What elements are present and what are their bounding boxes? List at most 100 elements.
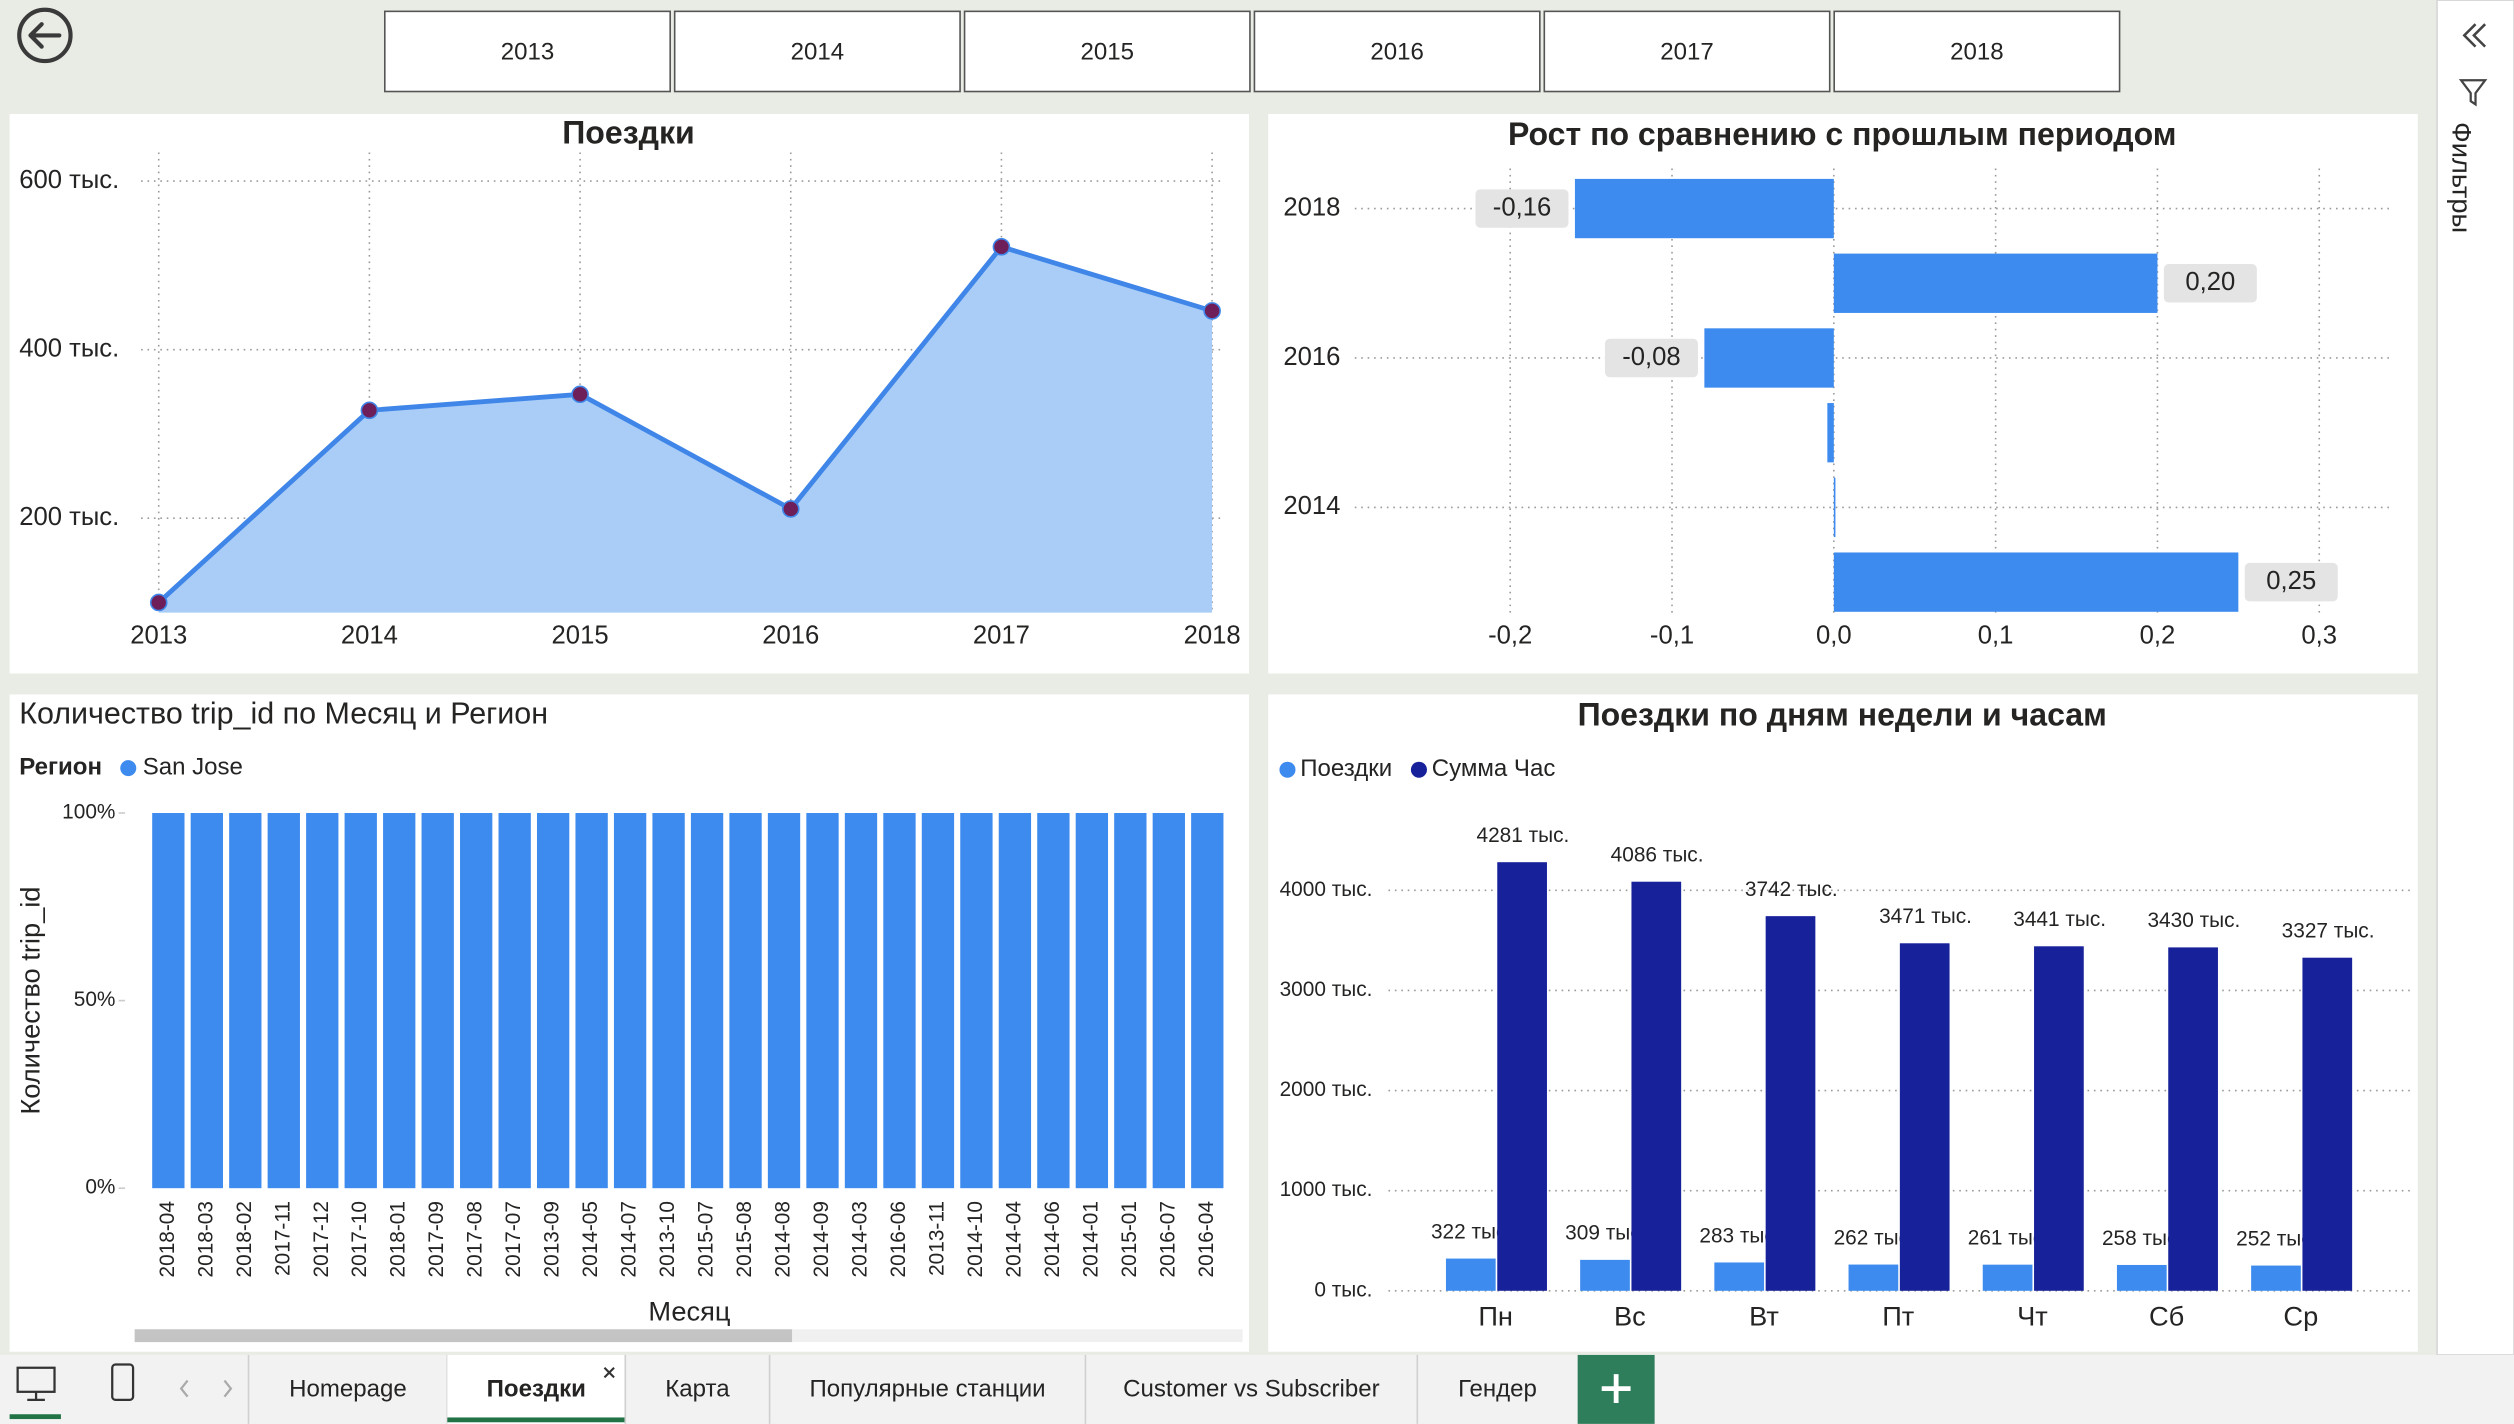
year-button-label[interactable]: 2017 <box>1660 38 1713 65</box>
year-button-label[interactable]: 2015 <box>1081 38 1134 65</box>
x-tick-label: 2015-01 <box>1118 1201 1141 1277</box>
tab-label[interactable]: Customer vs Subscriber <box>1123 1376 1379 1403</box>
scrollbar-thumb[interactable] <box>134 1329 793 1343</box>
label-box <box>1604 338 1698 378</box>
y-tick-label: 2014 <box>1283 492 1340 520</box>
year-button[interactable] <box>383 10 671 93</box>
y-tick-label: 4000 тыс. <box>1280 878 1373 901</box>
panel <box>1268 694 2418 1352</box>
x-tick-label: Пт <box>1882 1300 1915 1331</box>
bar <box>613 813 647 1189</box>
value-label: 261 тыс. <box>1968 1227 2049 1250</box>
legend-title: Регион <box>19 753 102 780</box>
x-tick-label: 2017-08 <box>464 1201 487 1277</box>
value-label: 283 тыс. <box>1699 1224 1780 1247</box>
year-button[interactable] <box>963 10 1251 93</box>
value-label: 262 тыс. <box>1834 1226 1915 1249</box>
collapse-icon[interactable] <box>2462 23 2487 48</box>
bar <box>1899 943 1950 1291</box>
legend-label: Сумма Час <box>1432 755 1556 782</box>
year-button-label[interactable]: 2013 <box>501 38 554 65</box>
tab-label[interactable]: Гендер <box>1458 1376 1537 1403</box>
y-tick-label: 3000 тыс. <box>1280 978 1373 1001</box>
bar <box>921 813 955 1189</box>
x-tick-label: 0,1 <box>1978 621 2014 649</box>
bar <box>652 813 685 1189</box>
year-button[interactable] <box>1543 10 1831 93</box>
bar <box>690 813 724 1189</box>
legend-label: Поездки <box>1300 755 1392 782</box>
y-tick-label: 50% <box>74 988 116 1011</box>
bar <box>1833 552 2239 612</box>
year-button-label[interactable]: 2014 <box>791 38 844 65</box>
close-tab-icon[interactable] <box>603 1367 615 1379</box>
year-button[interactable] <box>673 10 961 93</box>
add-tab-button[interactable] <box>1577 1354 1655 1424</box>
value-label: 3441 тыс. <box>2013 908 2106 931</box>
desktop-icon[interactable] <box>9 1366 61 1420</box>
x-tick-label: 2018-04 <box>156 1201 179 1277</box>
label-box <box>1475 189 1569 228</box>
x-tick-label: Сб <box>2149 1300 2184 1331</box>
mobile-icon[interactable] <box>111 1363 135 1401</box>
value-label: 0,25 <box>2266 567 2316 595</box>
tab-label[interactable]: Homepage <box>289 1376 407 1403</box>
bar <box>883 813 916 1189</box>
tab-label[interactable]: Популярные станции <box>809 1376 1045 1403</box>
bar <box>460 813 493 1189</box>
value-label: 3430 тыс. <box>2147 909 2240 932</box>
x-tick-label: 2014-07 <box>618 1201 641 1277</box>
back-button[interactable] <box>17 7 73 64</box>
year-button-label[interactable]: 2016 <box>1370 38 1423 65</box>
bar <box>1827 403 1834 463</box>
filter-icon <box>2458 79 2488 107</box>
x-tick-label: -0,1 <box>1650 621 1694 649</box>
year-button-label[interactable]: 2018 <box>1950 38 2003 65</box>
bar <box>1833 253 2158 313</box>
marker <box>992 238 1011 256</box>
x-tick-label: -0,2 <box>1488 621 1532 649</box>
next-arrow[interactable] <box>223 1379 233 1398</box>
bar <box>344 813 377 1189</box>
y-tick-label: 1000 тыс. <box>1280 1178 1373 1201</box>
bar <box>152 813 185 1189</box>
value-label: 4281 тыс. <box>1476 824 1569 847</box>
bar <box>536 813 570 1189</box>
y-tick-label: 400 тыс. <box>19 334 119 362</box>
y-tick-label: 2016 <box>1283 343 1340 371</box>
x-tick-label: 2015 <box>552 621 609 649</box>
marker <box>360 401 379 420</box>
tab-label[interactable]: Поездки <box>487 1376 586 1403</box>
x-tick-label: 2017-11 <box>271 1201 294 1276</box>
x-tick-label: 2016-06 <box>887 1201 910 1277</box>
x-tick-label: 0,3 <box>2301 621 2337 649</box>
x-tick-label: 2014-06 <box>1041 1201 1064 1277</box>
bar <box>190 813 223 1189</box>
x-tick-label: 2016-04 <box>1195 1201 1218 1277</box>
tab-label[interactable]: Карта <box>665 1376 730 1403</box>
y-tick-label: 600 тыс. <box>19 166 119 194</box>
x-tick-label: 2015-07 <box>695 1201 718 1277</box>
x-tick-label: 2013 <box>130 621 187 649</box>
year-button[interactable] <box>1253 10 1541 93</box>
bar <box>1714 1262 1765 1291</box>
marker <box>1203 302 1221 320</box>
x-axis-label: Месяц <box>648 1295 730 1326</box>
filter-label[interactable]: Фильтры <box>2446 122 2477 233</box>
prev-arrow[interactable] <box>179 1379 189 1398</box>
x-tick-label: 2018-03 <box>194 1201 217 1277</box>
bar <box>2034 946 2084 1291</box>
bar <box>1704 328 1834 388</box>
active-tab-underline <box>447 1417 626 1423</box>
legend-label: San Jose <box>143 753 243 780</box>
y-tick-label: 2018 <box>1283 193 1340 221</box>
bar <box>1574 178 1834 239</box>
year-button[interactable] <box>1833 10 2121 93</box>
y-axis-label: Количество trip_id <box>14 887 45 1115</box>
x-tick-label: 0,2 <box>2140 621 2176 649</box>
value-label: 3471 тыс. <box>1879 905 1972 928</box>
chart-title: Поездки <box>562 114 694 150</box>
y-tick-label: 0% <box>85 1176 115 1199</box>
bar <box>1765 916 1816 1291</box>
chart-title: Рост по сравнению с прошлым периодом <box>1508 116 2177 152</box>
